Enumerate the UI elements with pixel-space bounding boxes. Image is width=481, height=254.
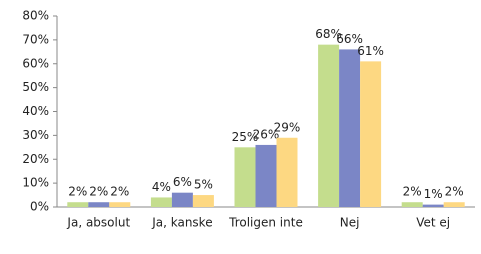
- y-tick-label: 20%: [22, 152, 49, 166]
- bar: [109, 202, 131, 207]
- y-tick-label: 80%: [22, 9, 49, 23]
- value-label: 66%: [336, 32, 363, 46]
- value-label: 2%: [110, 185, 129, 199]
- y-tick-label: 60%: [22, 56, 49, 70]
- bar: [339, 49, 361, 207]
- x-tick-label: Vet ej: [416, 216, 450, 230]
- value-label: 26%: [253, 127, 280, 141]
- x-tick-label: Troligen inte: [228, 216, 303, 230]
- bar: [422, 204, 444, 207]
- bar: [234, 147, 256, 207]
- bar: [360, 61, 382, 207]
- y-tick-label: 50%: [22, 80, 49, 94]
- x-tick-label: Nej: [340, 216, 360, 230]
- bar: [171, 192, 193, 207]
- value-label: 68%: [315, 27, 342, 41]
- bar: [443, 202, 465, 207]
- bar: [192, 195, 214, 207]
- value-label: 29%: [274, 120, 301, 134]
- value-label: 1%: [424, 187, 443, 201]
- x-tick-label: Ja, absolut: [66, 216, 130, 230]
- y-tick-label: 30%: [22, 128, 49, 142]
- bar: [276, 137, 298, 207]
- x-tick-label: Ja, kanske: [151, 216, 212, 230]
- bar: [67, 202, 89, 207]
- y-tick-label: 40%: [22, 104, 49, 118]
- value-label: 2%: [403, 185, 422, 199]
- y-tick-label: 70%: [22, 32, 49, 46]
- value-label: 6%: [173, 175, 192, 189]
- bar: [255, 144, 277, 207]
- bar: [88, 202, 110, 207]
- value-label: 61%: [357, 44, 384, 58]
- bar: [318, 44, 340, 208]
- value-label: 5%: [194, 178, 213, 192]
- value-label: 2%: [68, 185, 87, 199]
- value-label: 2%: [445, 185, 464, 199]
- bar: [401, 202, 423, 207]
- y-tick-label: 10%: [22, 176, 49, 190]
- value-label: 4%: [152, 180, 171, 194]
- value-label: 2%: [89, 185, 108, 199]
- value-label: 25%: [232, 130, 259, 144]
- bar: [150, 197, 172, 207]
- y-tick-label: 0%: [30, 200, 49, 214]
